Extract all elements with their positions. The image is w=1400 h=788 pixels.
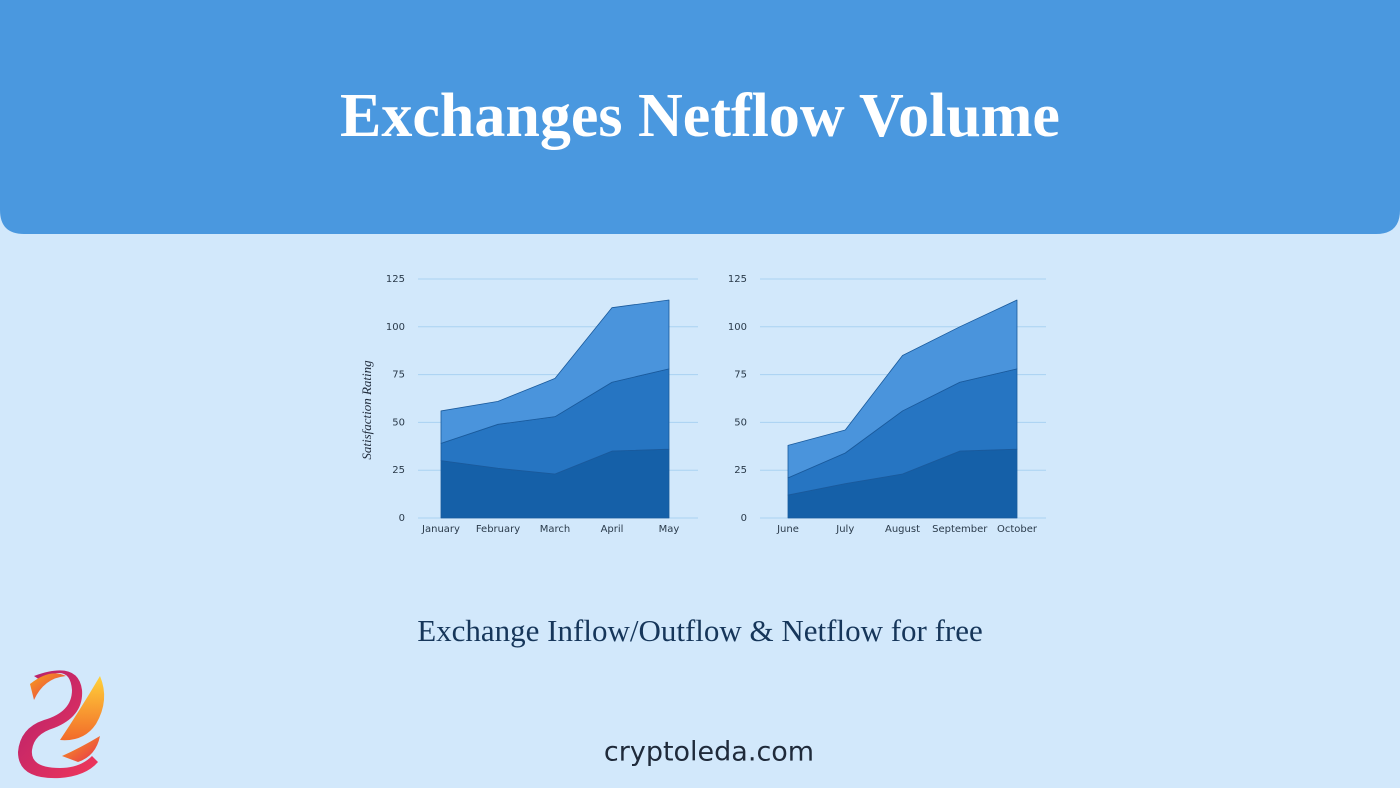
logo	[18, 670, 105, 779]
x-tick-label: March	[540, 524, 570, 535]
y-tick-label: 100	[728, 322, 747, 333]
y-tick-label: 50	[392, 417, 405, 428]
x-tick-label: August	[885, 524, 920, 535]
x-tick-label: June	[776, 524, 799, 535]
y-tick-label: 75	[734, 370, 747, 381]
header-title: Exchanges Netflow Volume	[340, 82, 1060, 150]
area	[440, 299, 670, 444]
y-tick-label: 25	[734, 465, 747, 476]
area	[787, 299, 1018, 479]
x-tick-label: February	[476, 524, 520, 535]
y-tick-label: 75	[392, 370, 405, 381]
y-tick-label: 100	[386, 322, 405, 333]
y-axis-label: Satisfaction Rating	[359, 360, 374, 460]
x-tick-label: July	[835, 524, 854, 535]
y-tick-label: 0	[741, 513, 747, 524]
x-tick-label: April	[601, 524, 624, 535]
website: cryptoleda.com	[604, 737, 814, 768]
y-tick-label: 0	[399, 513, 405, 524]
y-tick-label: 125	[386, 274, 405, 285]
y-tick-label: 50	[734, 417, 747, 428]
y-tick-label: 25	[392, 465, 405, 476]
x-tick-label: September	[932, 524, 988, 535]
subtitle: Exchange Inflow/Outflow & Netflow for fr…	[417, 613, 983, 648]
x-tick-label: May	[659, 524, 680, 535]
x-tick-label: January	[421, 524, 460, 535]
y-tick-label: 125	[728, 274, 747, 285]
header-band	[0, 0, 1400, 234]
x-tick-label: October	[997, 524, 1038, 535]
